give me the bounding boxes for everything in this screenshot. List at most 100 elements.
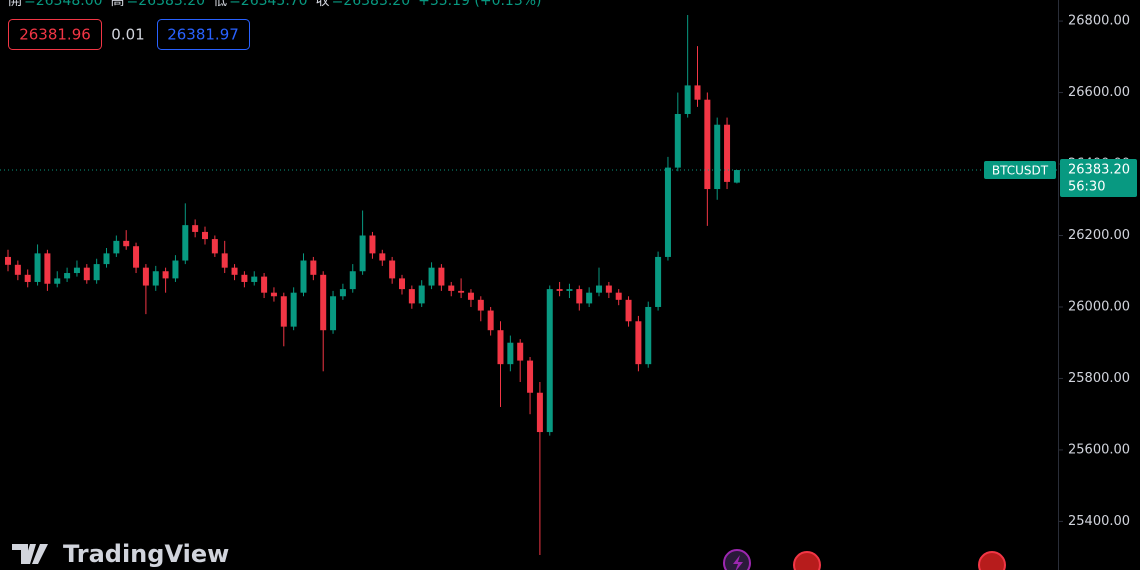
- ohlc-label: 低: [213, 0, 227, 9]
- bid-price[interactable]: 26381.96: [19, 26, 91, 44]
- candle-body: [310, 260, 317, 275]
- candle-body: [113, 240, 120, 254]
- candle-body: [546, 289, 553, 433]
- candle-body: [507, 342, 514, 365]
- candle-body: [477, 299, 484, 311]
- candle-body: [674, 114, 681, 168]
- y-tick-label: 26800.00: [1068, 14, 1130, 29]
- candle-body: [261, 276, 268, 293]
- candle-body: [694, 85, 701, 100]
- candle-body: [566, 289, 573, 291]
- logo-mark: [12, 544, 48, 564]
- candle-body: [221, 253, 228, 268]
- ask-box[interactable]: [157, 19, 250, 50]
- candle-body: [83, 267, 90, 281]
- candle-body: [448, 285, 455, 291]
- candle-body: [379, 253, 386, 261]
- candle-body: [428, 267, 435, 286]
- ohlc-value: =26383.20: [332, 0, 411, 9]
- candle-body: [339, 289, 346, 297]
- candle-body: [467, 292, 474, 300]
- countdown-label: 56:30: [1068, 180, 1105, 195]
- candle-body: [389, 260, 396, 279]
- us-event-icon[interactable]: [793, 551, 821, 570]
- candle-body: [724, 124, 731, 182]
- candle-body: [211, 239, 218, 254]
- candle-body: [408, 289, 415, 304]
- candle-body: [635, 321, 642, 365]
- candle-body: [280, 296, 287, 327]
- candles: [5, 15, 740, 555]
- ohlc-label: 收: [316, 0, 330, 9]
- last-price-label: 26383.20: [1068, 163, 1130, 178]
- ask-price[interactable]: 26381.97: [167, 26, 239, 44]
- candle-body: [133, 246, 140, 268]
- candle-body: [330, 296, 337, 331]
- bid-box[interactable]: [8, 19, 102, 50]
- ohlc-value: +35.19 (+0.13%): [418, 0, 541, 9]
- ohlc-value: =26348.00: [24, 0, 103, 9]
- candle-body: [399, 278, 405, 290]
- candle-body: [34, 253, 41, 282]
- y-tick-label: 26600.00: [1068, 85, 1130, 100]
- ohlc-value: =26383.20: [127, 0, 206, 9]
- candle-body: [527, 360, 534, 393]
- last-price-box: [1060, 159, 1137, 198]
- symbol-label-box: [984, 161, 1056, 180]
- candle-body: [64, 273, 71, 279]
- candle-body: [103, 253, 110, 265]
- candle-body: [231, 267, 238, 275]
- candle-body: [576, 289, 583, 304]
- candle-body: [123, 240, 130, 247]
- candle-body: [704, 99, 711, 190]
- candle-body: [349, 271, 356, 290]
- brand-logo[interactable]: TradingView: [12, 540, 229, 568]
- symbol-label: BTCUSDT: [992, 164, 1049, 178]
- candle-body: [73, 267, 80, 274]
- candle-body: [605, 285, 612, 293]
- candle-body: [418, 285, 425, 304]
- y-tick-label: 26200.00: [1068, 228, 1130, 243]
- candle-body: [359, 235, 366, 272]
- candle-body: [251, 276, 258, 282]
- candle-body: [438, 267, 445, 286]
- candle-body: [192, 225, 199, 232]
- candle-body: [290, 292, 297, 327]
- candle-body: [586, 292, 593, 304]
- candle-body: [44, 253, 51, 284]
- y-tick-label: 25400.00: [1068, 514, 1130, 529]
- y-tick-label: 25800.00: [1068, 371, 1130, 386]
- candle-body: [556, 289, 563, 291]
- brand-name: TradingView: [63, 540, 229, 568]
- candle-body: [655, 256, 662, 307]
- candle-body: [369, 235, 376, 254]
- candle-body: [645, 306, 652, 365]
- candle-body: [684, 85, 691, 114]
- ohlc-header: 開 =26348.00 高 =26383.20 低 =26345.70 收 =26383.20…: [8, 0, 542, 9]
- candle-body: [172, 260, 179, 279]
- candle-body: [241, 274, 248, 282]
- candle-body: [54, 278, 61, 284]
- candle-body: [152, 271, 159, 286]
- candle-body: [93, 264, 100, 281]
- candle-body: [182, 225, 189, 261]
- price-axis: 25400.00 25600.00 25800.00 26000.00 26200.00…: [0, 14, 1137, 529]
- candle-body: [162, 271, 169, 279]
- candle-body: [458, 290, 465, 293]
- candle-body: [536, 392, 543, 433]
- candle-body: [14, 264, 21, 275]
- ohlc-label: 開: [8, 0, 22, 9]
- candle-body: [625, 299, 632, 322]
- event-icon-bolt: [733, 555, 743, 570]
- candle-body: [320, 274, 327, 331]
- y-tick-label: 26000.00: [1068, 299, 1130, 314]
- candle-body: [270, 292, 277, 297]
- candle-body: [142, 267, 149, 286]
- us-event-icon[interactable]: [978, 551, 1006, 570]
- ohlc-label: 高: [111, 0, 125, 9]
- candle-body: [596, 285, 602, 293]
- candle-body: [714, 124, 721, 190]
- y-tick-label: 25600.00: [1068, 442, 1130, 457]
